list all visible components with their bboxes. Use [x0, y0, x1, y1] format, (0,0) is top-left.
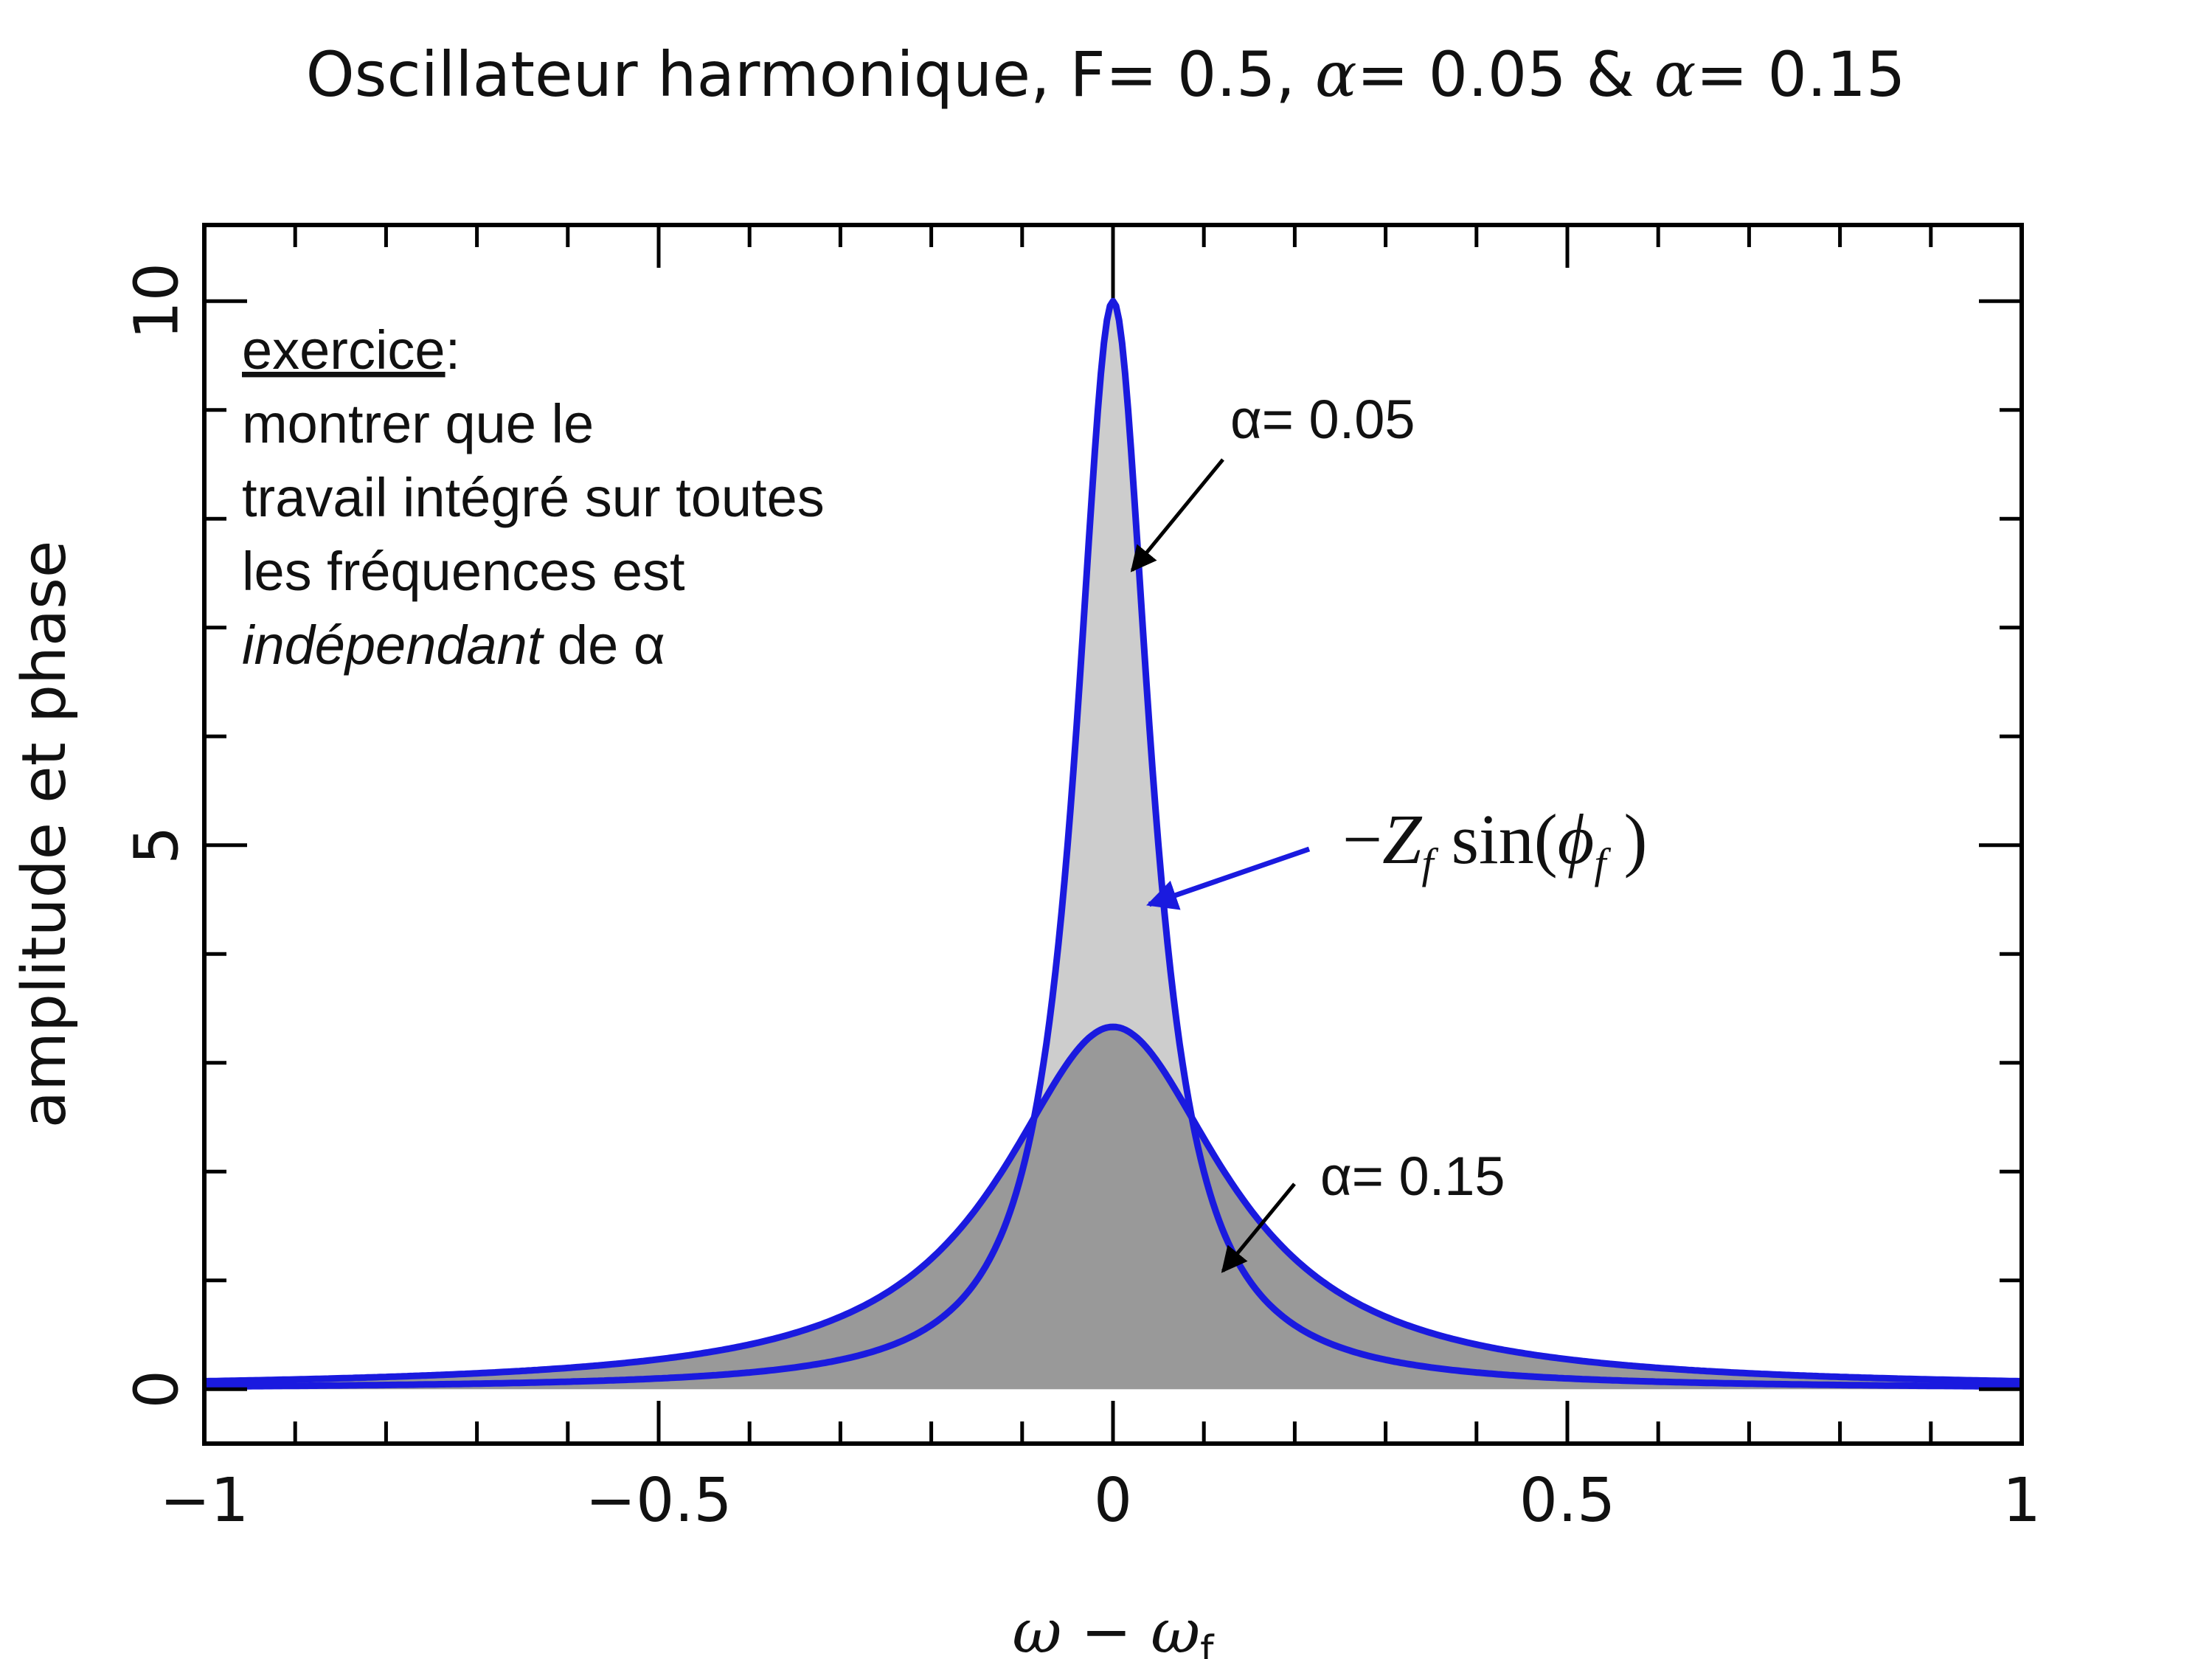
x-tick-label: −0.5 [585, 1466, 732, 1536]
x-tick-label: 0.5 [1519, 1466, 1615, 1536]
y-axis-label: amplitude et phase [10, 541, 80, 1129]
series-line-2 [204, 1023, 2022, 1385]
exercise-line-2: travail intégré sur toutes [242, 467, 825, 528]
arrow-alpha-0-15 [1221, 1182, 1296, 1273]
x-tick-label: −1 [160, 1466, 249, 1536]
y-tick-label: 0 [122, 1370, 192, 1408]
area-fill-series-2 [204, 1027, 2022, 1390]
label-alpha-0-05: α= 0.05 [1230, 389, 1415, 450]
y-tick-label: 10 [122, 263, 192, 339]
exercise-line-4: indépendant de α [242, 614, 665, 676]
series-curves [204, 297, 2022, 1390]
exercise-annotation: exercice: montrer que le travail intégré… [242, 319, 825, 676]
formula-label: −Zf sin(ϕf ) [1342, 800, 1647, 887]
x-tick-label: 1 [2003, 1466, 2041, 1536]
series-line-1 [204, 297, 2022, 1390]
area-fill-series-1 [204, 301, 2022, 1390]
arrow-formula [1146, 846, 1311, 910]
exercise-line-3: les fréquences est [242, 541, 685, 602]
area-fills [204, 301, 2022, 1390]
x-tick-label: 0 [1094, 1466, 1132, 1536]
x-axis-label: ω − ωf [1013, 1597, 1216, 1659]
arrow-alpha-0-05 [1130, 458, 1224, 572]
y-tick-label: 5 [122, 826, 192, 865]
label-alpha-0-15: α= 0.15 [1320, 1146, 1505, 1207]
exercise-line-1: montrer que le [242, 393, 594, 454]
exercise-heading: exercice: [242, 319, 460, 381]
chart-title: Oscillateur harmonique, F= 0.5, α= 0.05 … [306, 38, 1906, 111]
